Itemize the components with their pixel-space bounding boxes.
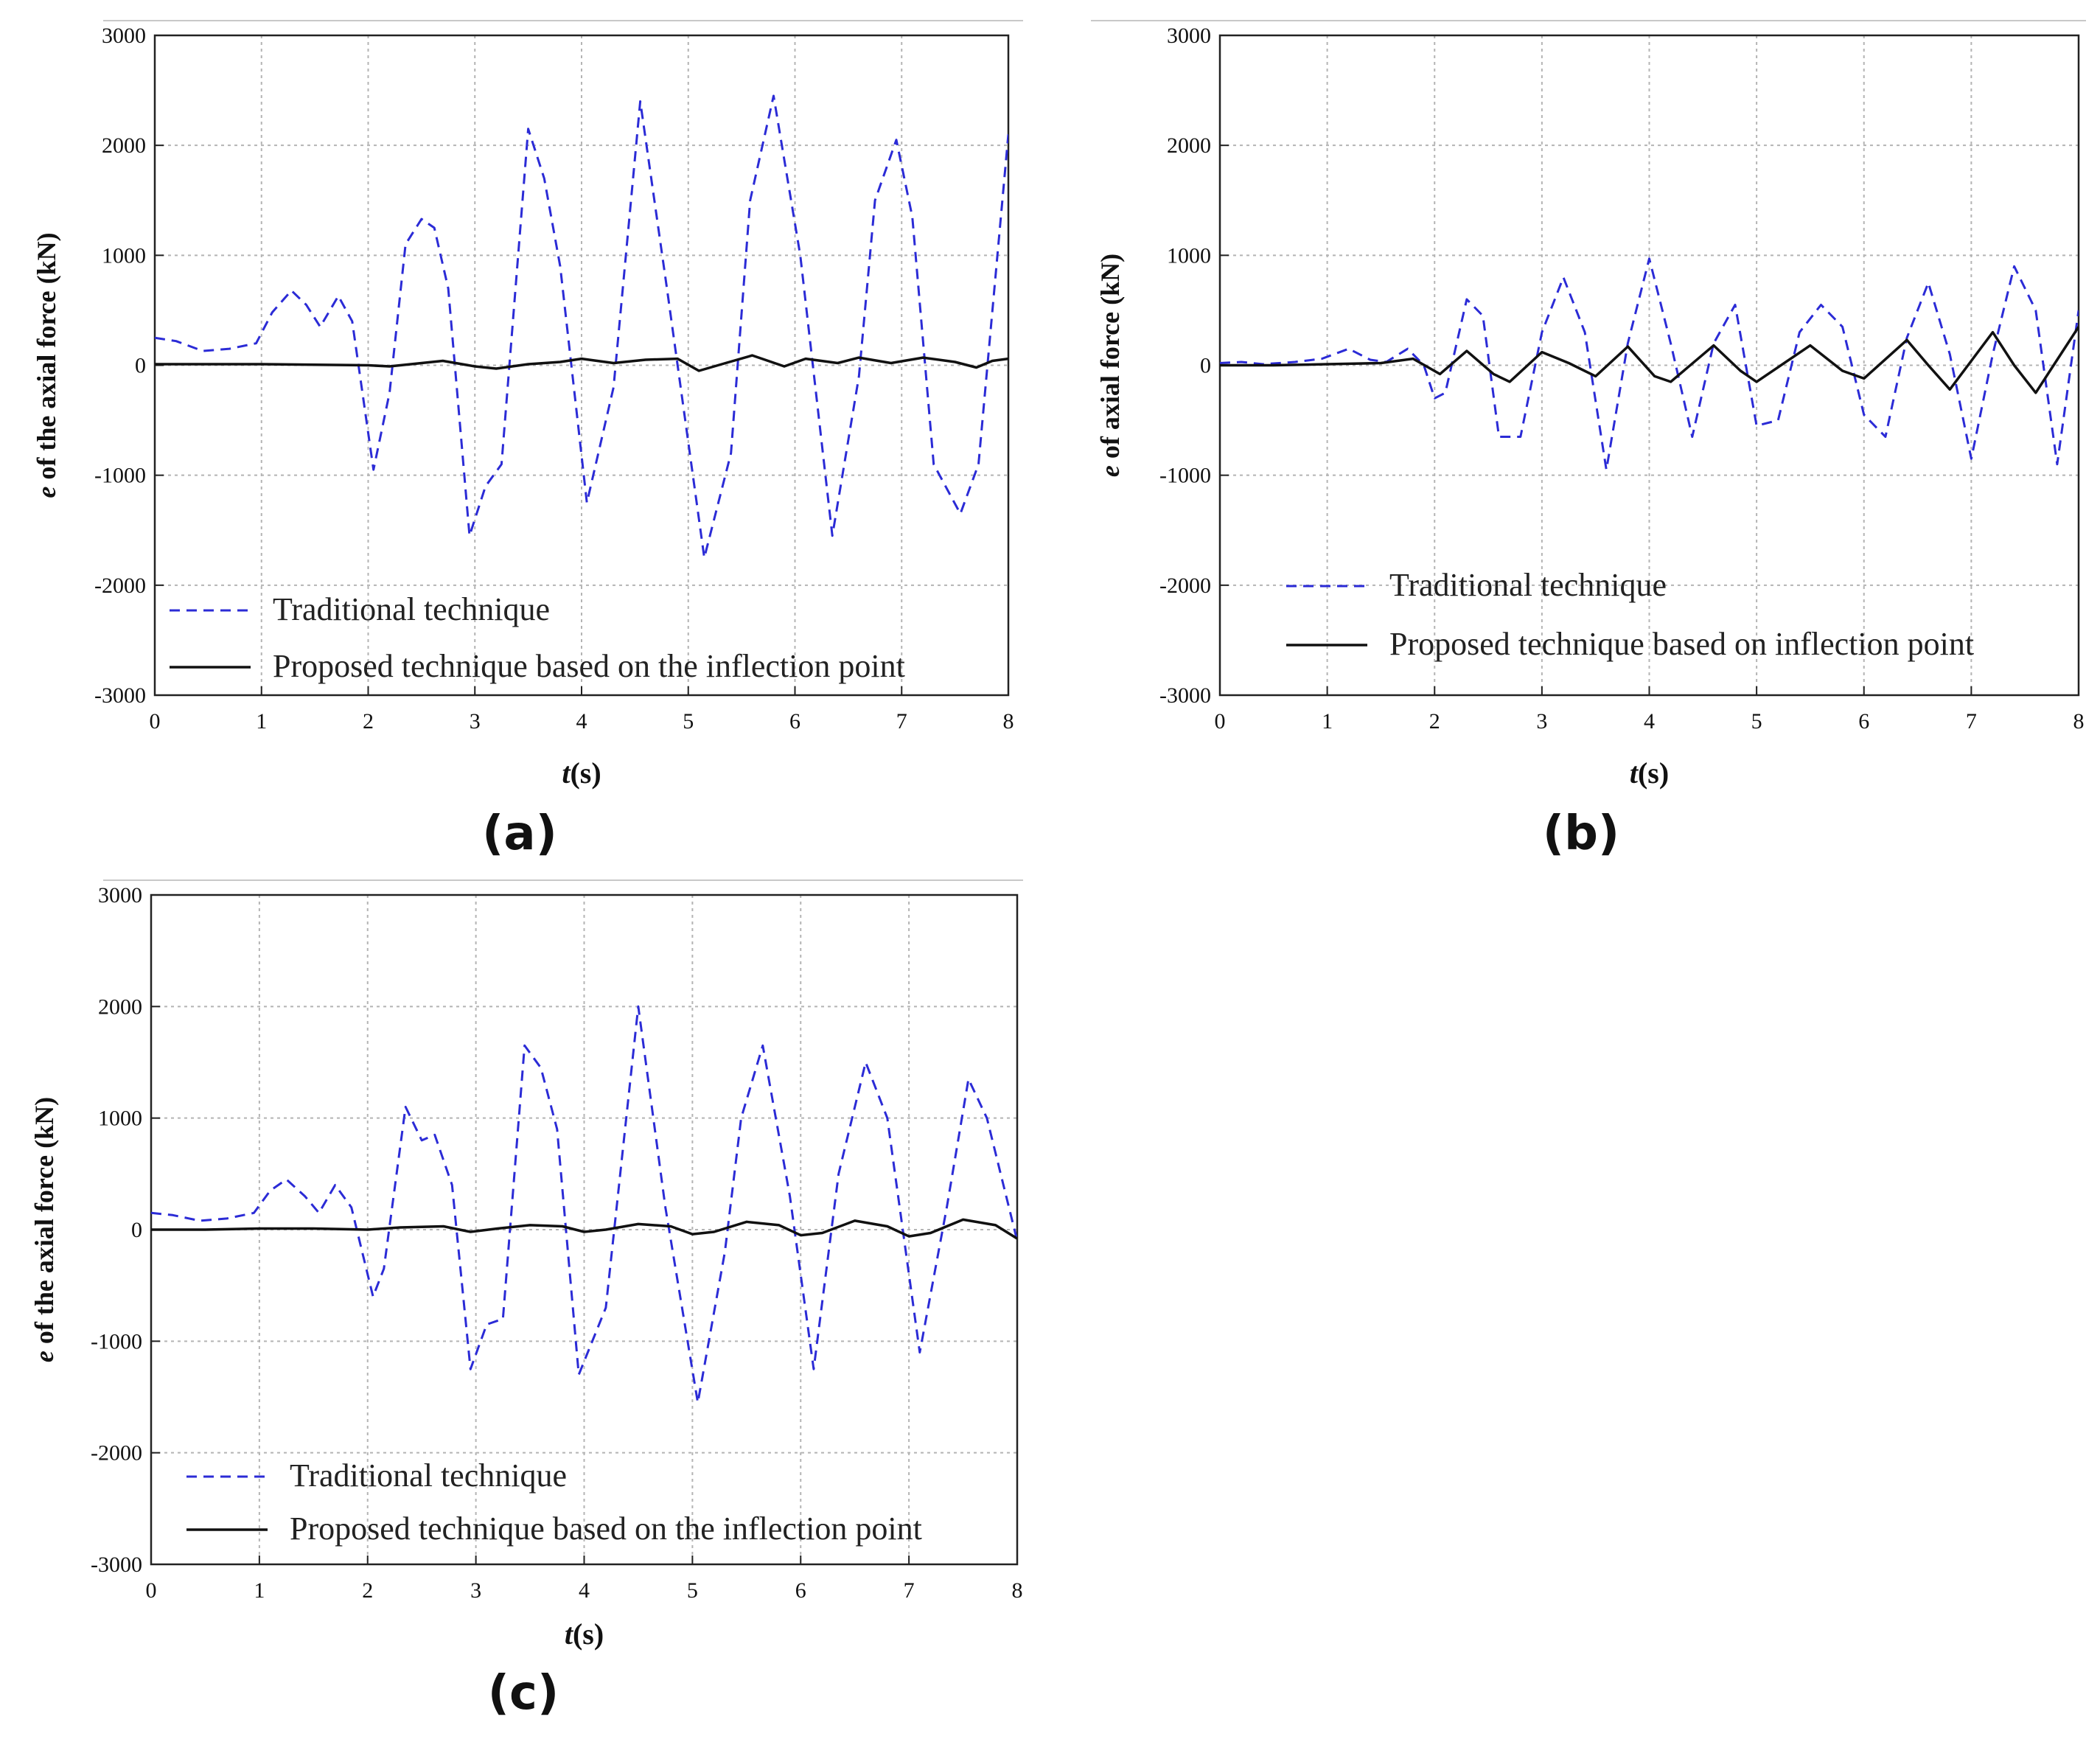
x-tick-label: 8 <box>2073 709 2085 734</box>
x-axis: 0 1 2 3 4 5 6 7 8 <box>146 1555 1023 1603</box>
x-tick-label: 6 <box>795 1578 806 1603</box>
x-tick-label: 4 <box>1644 709 1655 734</box>
legend-label: Proposed technique based on the inflecti… <box>290 1511 922 1547</box>
y-tick-label: -2000 <box>1159 574 1211 598</box>
y-tick-label: 2000 <box>1167 133 1211 158</box>
series-line-traditional <box>155 94 1008 559</box>
x-tick-label: 0 <box>150 709 161 734</box>
x-tick-label: 3 <box>1536 709 1547 734</box>
y-tick-label: -3000 <box>94 683 146 708</box>
y-tick-label: 0 <box>1200 354 1211 378</box>
y-axis: -3000 -2000 -1000 0 1000 2000 3000 <box>91 883 160 1577</box>
y-tick-label: 0 <box>131 1218 142 1242</box>
x-tick-label: 4 <box>576 709 587 734</box>
x-axis: 0 1 2 3 4 5 6 7 8 <box>1215 686 2085 734</box>
x-axis-label: t(s) <box>562 756 601 790</box>
series-line-proposed <box>151 1218 1017 1240</box>
x-tick-label: 8 <box>1003 709 1014 734</box>
series-line-proposed <box>1220 326 2079 394</box>
x-tick-label: 7 <box>1966 709 1977 734</box>
panel-label: (c) <box>488 1666 559 1721</box>
x-tick-label: 1 <box>1322 709 1333 734</box>
y-tick-label: 2000 <box>102 133 146 158</box>
x-tick-label: 1 <box>256 709 267 734</box>
grid <box>151 895 1017 1564</box>
y-axis-label: e of the axial force (kN) <box>29 1097 59 1362</box>
panel-label: (b) <box>1543 806 1619 861</box>
y-tick-label: -3000 <box>1159 683 1211 708</box>
x-axis-label-unit: (s) <box>573 1617 604 1651</box>
y-tick-label: -1000 <box>91 1329 142 1353</box>
legend: Traditional technique Proposed technique … <box>1286 567 1974 662</box>
x-tick-label: 3 <box>470 709 481 734</box>
y-tick-label: 3000 <box>98 883 142 907</box>
x-tick-label: 2 <box>363 709 374 734</box>
x-axis-label-var: t <box>565 1617 574 1651</box>
y-tick-label: 1000 <box>1167 243 1211 268</box>
y-axis-label: e of axial force (kN) <box>1095 254 1125 477</box>
legend-label: Traditional technique <box>273 591 550 627</box>
legend-label: Traditional technique <box>1389 567 1667 603</box>
series-line-traditional <box>151 1005 1017 1404</box>
y-tick-label: 3000 <box>102 24 146 48</box>
y-tick-label: -1000 <box>94 464 146 488</box>
y-axis: -3000 -2000 -1000 0 1000 2000 3000 <box>94 24 164 708</box>
x-tick-label: 5 <box>683 709 694 734</box>
legend: Traditional technique Proposed technique … <box>170 591 905 684</box>
x-tick-label: 0 <box>1215 709 1226 734</box>
x-tick-label: 3 <box>470 1578 481 1603</box>
x-tick-label: 6 <box>1858 709 1869 734</box>
y-tick-label: -3000 <box>91 1553 142 1577</box>
y-tick-label: 0 <box>135 354 146 378</box>
x-tick-label: 2 <box>1429 709 1440 734</box>
legend-label: Proposed technique based on inflection p… <box>1389 626 1974 662</box>
y-axis-label: e of the axial force (kN) <box>32 232 61 498</box>
x-tick-label: 7 <box>904 1578 915 1603</box>
panel-label: (a) <box>482 806 557 861</box>
y-tick-label: 3000 <box>1167 24 1211 48</box>
chart-panel-a: 0 1 2 3 4 5 6 7 8 -3000 -2000 -1000 0 1000 2000 3000 t(s… <box>32 20 1023 861</box>
x-axis-label: t(s) <box>565 1617 604 1651</box>
y-tick-label: 2000 <box>98 994 142 1019</box>
x-axis-label-var: t <box>1630 756 1639 790</box>
x-axis: 0 1 2 3 4 5 6 7 8 <box>150 686 1014 734</box>
legend: Traditional technique Proposed technique … <box>186 1457 922 1547</box>
x-tick-label: 2 <box>362 1578 373 1603</box>
legend-label: Traditional technique <box>290 1457 567 1494</box>
x-tick-label: 5 <box>1751 709 1762 734</box>
y-tick-label: 1000 <box>98 1107 142 1131</box>
x-tick-label: 0 <box>146 1578 157 1603</box>
y-axis-label-var: e <box>1095 465 1125 477</box>
y-tick-label: 1000 <box>102 243 146 268</box>
x-tick-label: 4 <box>579 1578 590 1603</box>
x-tick-label: 5 <box>687 1578 698 1603</box>
series-line-proposed <box>155 354 1008 372</box>
y-axis: -3000 -2000 -1000 0 1000 2000 3000 <box>1159 24 1229 708</box>
x-axis-label-var: t <box>562 756 571 790</box>
y-axis-label-var: e <box>29 1351 59 1362</box>
legend-label: Proposed technique based on the inflecti… <box>273 648 905 684</box>
y-axis-label-text: of the axial force (kN) <box>29 1097 59 1351</box>
x-tick-label: 1 <box>254 1578 265 1603</box>
series-line-traditional <box>1220 257 2079 471</box>
x-axis-label: t(s) <box>1630 756 1669 790</box>
y-tick-label: -2000 <box>94 574 146 598</box>
x-axis-label-unit: (s) <box>1638 756 1669 790</box>
y-axis-label-text: of axial force (kN) <box>1095 254 1125 465</box>
x-tick-label: 7 <box>896 709 907 734</box>
y-axis-label-var: e <box>32 487 61 498</box>
y-tick-label: -2000 <box>91 1441 142 1466</box>
x-tick-label: 8 <box>1012 1578 1023 1603</box>
x-tick-label: 6 <box>789 709 800 734</box>
chart-panel-b: 0 1 2 3 4 5 6 7 8 -3000 -2000 -1000 0 1000 2000 3000 t(s… <box>1091 20 2086 861</box>
x-axis-label-unit: (s) <box>570 756 601 790</box>
chart-panel-c: 0 1 2 3 4 5 6 7 8 -3000 -2000 -1000 0 1000 2000 3000 t(s… <box>29 879 1023 1721</box>
y-tick-label: -1000 <box>1159 464 1211 488</box>
y-axis-label-text: of the axial force (kN) <box>32 232 61 486</box>
